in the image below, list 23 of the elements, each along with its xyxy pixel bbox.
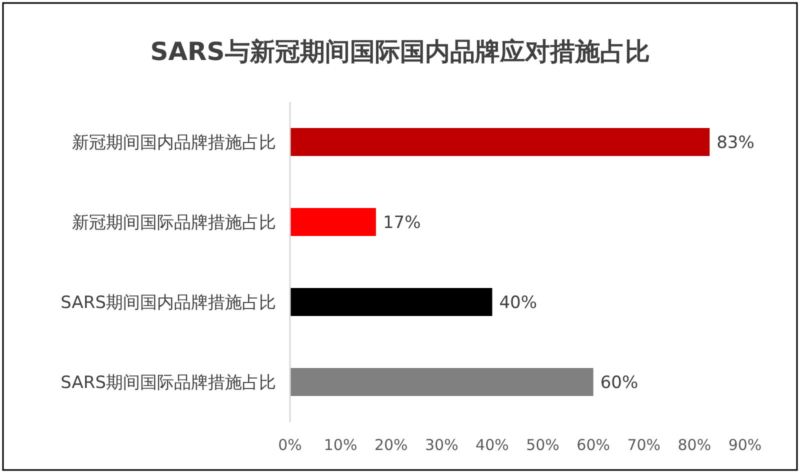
data-label: 40% [499, 293, 538, 313]
x-tick-label: 40% [476, 436, 509, 454]
data-label: 83% [716, 133, 754, 153]
chart-title: SARS与新冠期间国际国内品牌应对措施占比 [150, 37, 650, 66]
y-tick-label: SARS期间国内品牌措施占比 [60, 293, 276, 313]
bar [290, 288, 492, 316]
x-tick-label: 30% [424, 436, 458, 454]
bar [290, 208, 376, 236]
bar [290, 128, 710, 156]
y-tick-label: 新冠期间国际品牌措施占比 [72, 213, 276, 233]
y-tick-label: SARS期间国际品牌措施占比 [60, 373, 276, 393]
y-tick-label: 新冠期间国内品牌措施占比 [72, 133, 276, 153]
x-tick-label: 10% [324, 436, 358, 454]
x-tick-label: 70% [627, 436, 661, 454]
data-label: 17% [382, 213, 421, 233]
bar [290, 368, 594, 396]
x-tick-label: 0% [278, 436, 302, 454]
x-tick-label: 20% [374, 436, 408, 454]
x-tick-label: 80% [678, 436, 712, 454]
x-tick-label: 90% [728, 436, 762, 454]
data-label: 60% [600, 373, 638, 393]
x-tick-label: 50% [526, 436, 560, 454]
x-tick-label: 60% [576, 436, 610, 454]
